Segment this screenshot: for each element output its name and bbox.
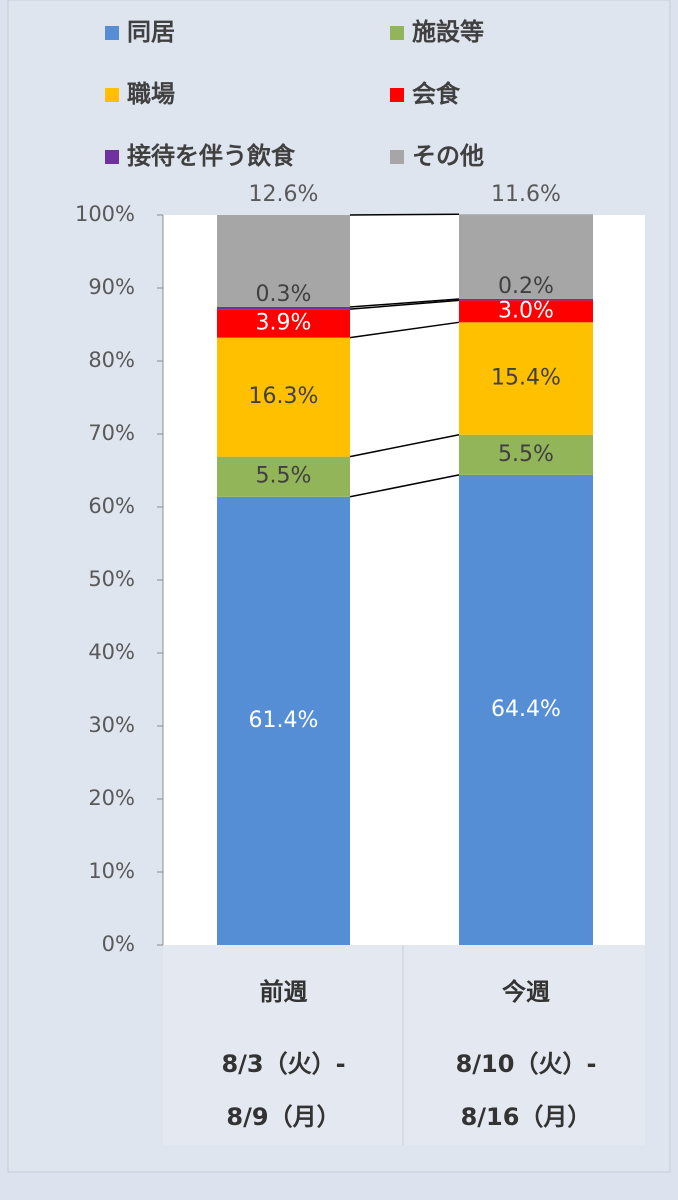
y-tick-label: 30%: [88, 713, 135, 737]
y-tick-label: 70%: [88, 421, 135, 445]
bar-segment: [217, 309, 350, 338]
legend-label: その他: [412, 142, 484, 170]
category-label: 前週: [260, 978, 308, 1006]
data-label: 5.5%: [498, 442, 554, 467]
category-area: [163, 945, 645, 1145]
y-tick-label: 50%: [88, 567, 135, 591]
legend-label: 職場: [127, 80, 175, 108]
category-date: 8/16（月）: [461, 1103, 592, 1131]
y-tick-label: 10%: [88, 859, 135, 883]
data-label: 3.0%: [498, 298, 554, 323]
data-label: 16.3%: [249, 384, 319, 409]
bar-segment: [459, 300, 593, 323]
y-tick-label: 60%: [88, 494, 135, 518]
connector-line: [349, 299, 460, 310]
bar-segment: [217, 456, 350, 497]
y-tick-label: 90%: [88, 275, 135, 299]
y-tick-label: 40%: [88, 640, 135, 664]
connector-line: [349, 298, 460, 308]
legend-swatch: [105, 150, 119, 164]
data-label: 15.4%: [491, 366, 561, 391]
bar-segment: [217, 496, 350, 945]
y-tick-label: 0%: [102, 932, 135, 956]
data-label: 64.4%: [491, 697, 561, 722]
bar-segment: [217, 215, 350, 307]
connector-line: [349, 433, 460, 458]
legend-label: 接待を伴う飲食: [127, 142, 296, 170]
legend-swatch: [390, 88, 404, 102]
bar-segment: [217, 306, 350, 310]
bar-segment: [459, 474, 593, 945]
category-label: 今週: [502, 978, 550, 1006]
data-label: 11.6%: [491, 182, 561, 207]
category-date: 8/10（火）-: [456, 1050, 597, 1078]
data-label: 12.6%: [249, 182, 319, 207]
bar-segment: [459, 214, 593, 299]
connector-line: [349, 213, 460, 216]
y-tick-label: 100%: [75, 202, 135, 226]
data-label: 61.4%: [249, 708, 319, 733]
legend-swatch: [105, 88, 119, 102]
y-tick-label: 80%: [88, 348, 135, 372]
data-label: 3.9%: [256, 310, 312, 335]
data-label: 0.2%: [498, 274, 554, 299]
y-tick-label: 20%: [88, 786, 135, 810]
category-date: 8/3（火）-: [221, 1050, 345, 1078]
legend-label: 同居: [127, 18, 175, 46]
legend-label: 施設等: [412, 18, 484, 46]
connector-line: [349, 321, 460, 339]
connector-line: [349, 474, 460, 498]
data-label: 5.5%: [256, 464, 312, 489]
bar-segment: [217, 337, 350, 457]
bar-segment: [459, 434, 593, 475]
legend-swatch: [105, 26, 119, 40]
category-date: 8/9（月）: [226, 1103, 340, 1131]
bar-segment: [459, 322, 593, 435]
legend-swatch: [390, 150, 404, 164]
bar-segment: [459, 298, 593, 301]
legend-label: 会食: [412, 80, 461, 108]
data-label: 0.3%: [256, 282, 312, 307]
legend-swatch: [390, 26, 404, 40]
